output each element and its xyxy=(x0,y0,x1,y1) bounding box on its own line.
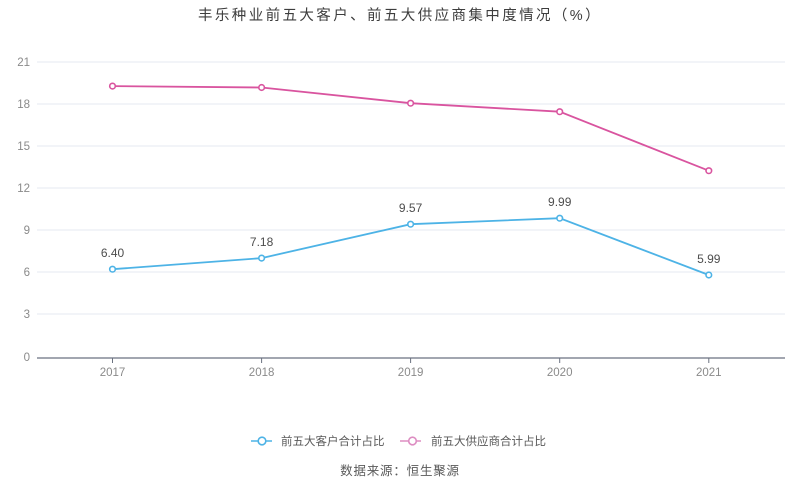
svg-text:9.99: 9.99 xyxy=(548,195,572,209)
svg-text:2018: 2018 xyxy=(249,367,275,379)
svg-text:3: 3 xyxy=(24,309,30,321)
svg-text:12: 12 xyxy=(17,183,30,195)
svg-text:数据来源：恒生聚源: 数据来源：恒生聚源 xyxy=(340,463,460,478)
svg-text:5.99: 5.99 xyxy=(697,252,721,266)
svg-text:9: 9 xyxy=(24,225,30,237)
svg-text:18: 18 xyxy=(17,99,30,111)
svg-text:2017: 2017 xyxy=(100,367,126,379)
svg-text:2019: 2019 xyxy=(398,367,424,379)
svg-text:0: 0 xyxy=(24,352,30,364)
svg-text:15: 15 xyxy=(17,141,30,153)
svg-text:前五大客户合计占比: 前五大客户合计占比 xyxy=(281,434,385,448)
svg-text:前五大供应商合计占比: 前五大供应商合计占比 xyxy=(431,434,546,448)
svg-text:6.40: 6.40 xyxy=(101,246,125,260)
svg-text:2021: 2021 xyxy=(696,367,722,379)
svg-text:2020: 2020 xyxy=(547,367,573,379)
svg-text:7.18: 7.18 xyxy=(250,235,274,249)
svg-text:9.57: 9.57 xyxy=(399,201,423,215)
svg-text:21: 21 xyxy=(17,57,30,69)
svg-text:6: 6 xyxy=(24,267,30,279)
